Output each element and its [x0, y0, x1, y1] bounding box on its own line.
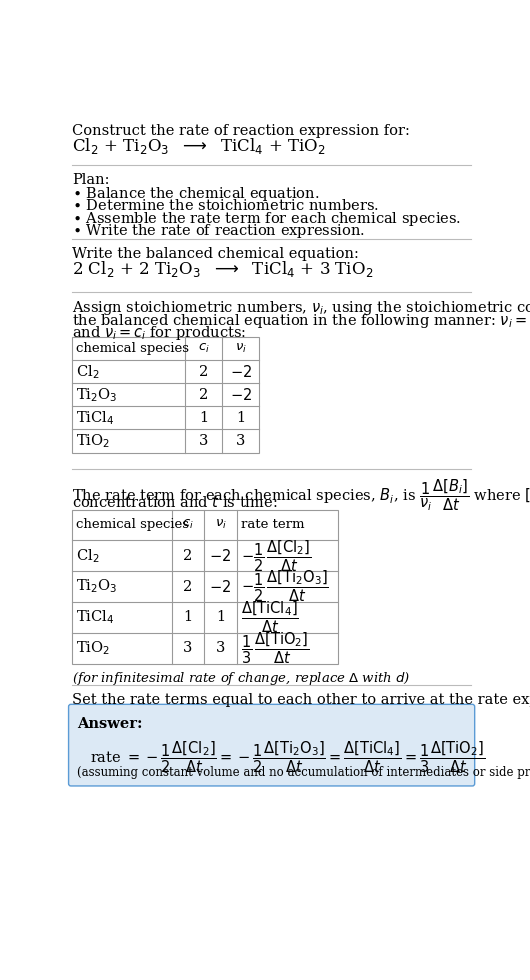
FancyBboxPatch shape: [68, 705, 475, 786]
Text: $\bullet$ Determine the stoichiometric numbers.: $\bullet$ Determine the stoichiometric n…: [73, 198, 379, 213]
Bar: [73, 337, 259, 453]
Text: (assuming constant volume and no accumulation of intermediates or side products): (assuming constant volume and no accumul…: [77, 766, 530, 779]
Text: 1: 1: [199, 411, 208, 425]
Text: Assign stoichiometric numbers, $\nu_i$, using the stoichiometric coefficients, $: Assign stoichiometric numbers, $\nu_i$, …: [73, 299, 530, 318]
Text: Construct the rate of reaction expression for:: Construct the rate of reaction expressio…: [73, 123, 410, 138]
Text: $\bullet$ Assemble the rate term for each chemical species.: $\bullet$ Assemble the rate term for eac…: [73, 210, 462, 228]
Text: $\bullet$ Write the rate of reaction expression.: $\bullet$ Write the rate of reaction exp…: [73, 222, 366, 240]
Text: chemical species: chemical species: [76, 518, 189, 531]
Text: $\dfrac{\Delta[\mathrm{TiCl_4}]}{\Delta t}$: $\dfrac{\Delta[\mathrm{TiCl_4}]}{\Delta …: [241, 600, 298, 635]
Text: TiO$_2$: TiO$_2$: [76, 639, 110, 657]
Text: 3: 3: [216, 641, 225, 655]
Text: Answer:: Answer:: [77, 717, 143, 731]
Text: Ti$_2$O$_3$: Ti$_2$O$_3$: [76, 386, 118, 404]
Text: Cl$_2$ + Ti$_2$O$_3$  $\longrightarrow$  TiCl$_4$ + TiO$_2$: Cl$_2$ + Ti$_2$O$_3$ $\longrightarrow$ T…: [73, 136, 326, 156]
Text: $-2$: $-2$: [229, 387, 252, 403]
Text: Write the balanced chemical equation:: Write the balanced chemical equation:: [73, 247, 359, 261]
Text: $\nu_i$: $\nu_i$: [215, 518, 226, 531]
Text: 3: 3: [236, 434, 245, 448]
Text: (for infinitesimal rate of change, replace $\Delta$ with $d$): (for infinitesimal rate of change, repla…: [73, 669, 411, 687]
Text: $\bullet$ Balance the chemical equation.: $\bullet$ Balance the chemical equation.: [73, 185, 320, 204]
Text: $-\dfrac{1}{2}\,\dfrac{\Delta[\mathrm{Cl_2}]}{\Delta t}$: $-\dfrac{1}{2}\,\dfrac{\Delta[\mathrm{Cl…: [241, 538, 311, 573]
Text: 1: 1: [236, 411, 245, 425]
Text: $-\dfrac{1}{2}\,\dfrac{\Delta[\mathrm{Ti_2O_3}]}{\Delta t}$: $-\dfrac{1}{2}\,\dfrac{\Delta[\mathrm{Ti…: [241, 568, 329, 605]
Text: the balanced chemical equation in the following manner: $\nu_i = -c_i$ for react: the balanced chemical equation in the fo…: [73, 312, 530, 329]
Text: The rate term for each chemical species, $B_i$, is $\dfrac{1}{\nu_i}\dfrac{\Delt: The rate term for each chemical species,…: [73, 477, 530, 513]
Text: Cl$_2$: Cl$_2$: [76, 363, 100, 380]
Text: TiO$_2$: TiO$_2$: [76, 432, 110, 450]
Text: 1: 1: [216, 611, 225, 624]
Text: Cl$_2$: Cl$_2$: [76, 547, 100, 564]
Text: 2: 2: [183, 579, 192, 594]
Text: chemical species: chemical species: [76, 342, 189, 355]
Text: 2: 2: [199, 365, 208, 378]
Text: $c_i$: $c_i$: [198, 342, 209, 355]
Text: $\dfrac{1}{3}\,\dfrac{\Delta[\mathrm{TiO_2}]}{\Delta t}$: $\dfrac{1}{3}\,\dfrac{\Delta[\mathrm{TiO…: [241, 630, 309, 665]
Text: rate $= -\dfrac{1}{2}\dfrac{\Delta[\mathrm{Cl_2}]}{\Delta t} = -\dfrac{1}{2}\dfr: rate $= -\dfrac{1}{2}\dfrac{\Delta[\math…: [90, 739, 485, 774]
Text: $-2$: $-2$: [229, 364, 252, 379]
Text: and $\nu_i = c_i$ for products:: and $\nu_i = c_i$ for products:: [73, 324, 247, 342]
Text: Ti$_2$O$_3$: Ti$_2$O$_3$: [76, 577, 118, 596]
Text: 1: 1: [183, 611, 192, 624]
Text: 2 Cl$_2$ + 2 Ti$_2$O$_3$  $\longrightarrow$  TiCl$_4$ + 3 TiO$_2$: 2 Cl$_2$ + 2 Ti$_2$O$_3$ $\longrightarro…: [73, 260, 374, 279]
Text: TiCl$_4$: TiCl$_4$: [76, 409, 114, 426]
Text: Set the rate terms equal to each other to arrive at the rate expression:: Set the rate terms equal to each other t…: [73, 693, 530, 707]
Text: $\nu_i$: $\nu_i$: [235, 342, 246, 355]
Text: $c_i$: $c_i$: [182, 518, 194, 531]
Text: $-2$: $-2$: [209, 548, 232, 564]
Text: 3: 3: [183, 641, 192, 655]
Text: $-2$: $-2$: [209, 578, 232, 595]
Text: 2: 2: [183, 549, 192, 563]
Text: Plan:: Plan:: [73, 173, 110, 187]
Text: concentration and $t$ is time:: concentration and $t$ is time:: [73, 494, 278, 511]
Text: TiCl$_4$: TiCl$_4$: [76, 609, 114, 626]
Text: rate term: rate term: [241, 518, 304, 531]
Bar: [73, 510, 338, 663]
Text: 3: 3: [199, 434, 208, 448]
Text: 2: 2: [199, 388, 208, 402]
